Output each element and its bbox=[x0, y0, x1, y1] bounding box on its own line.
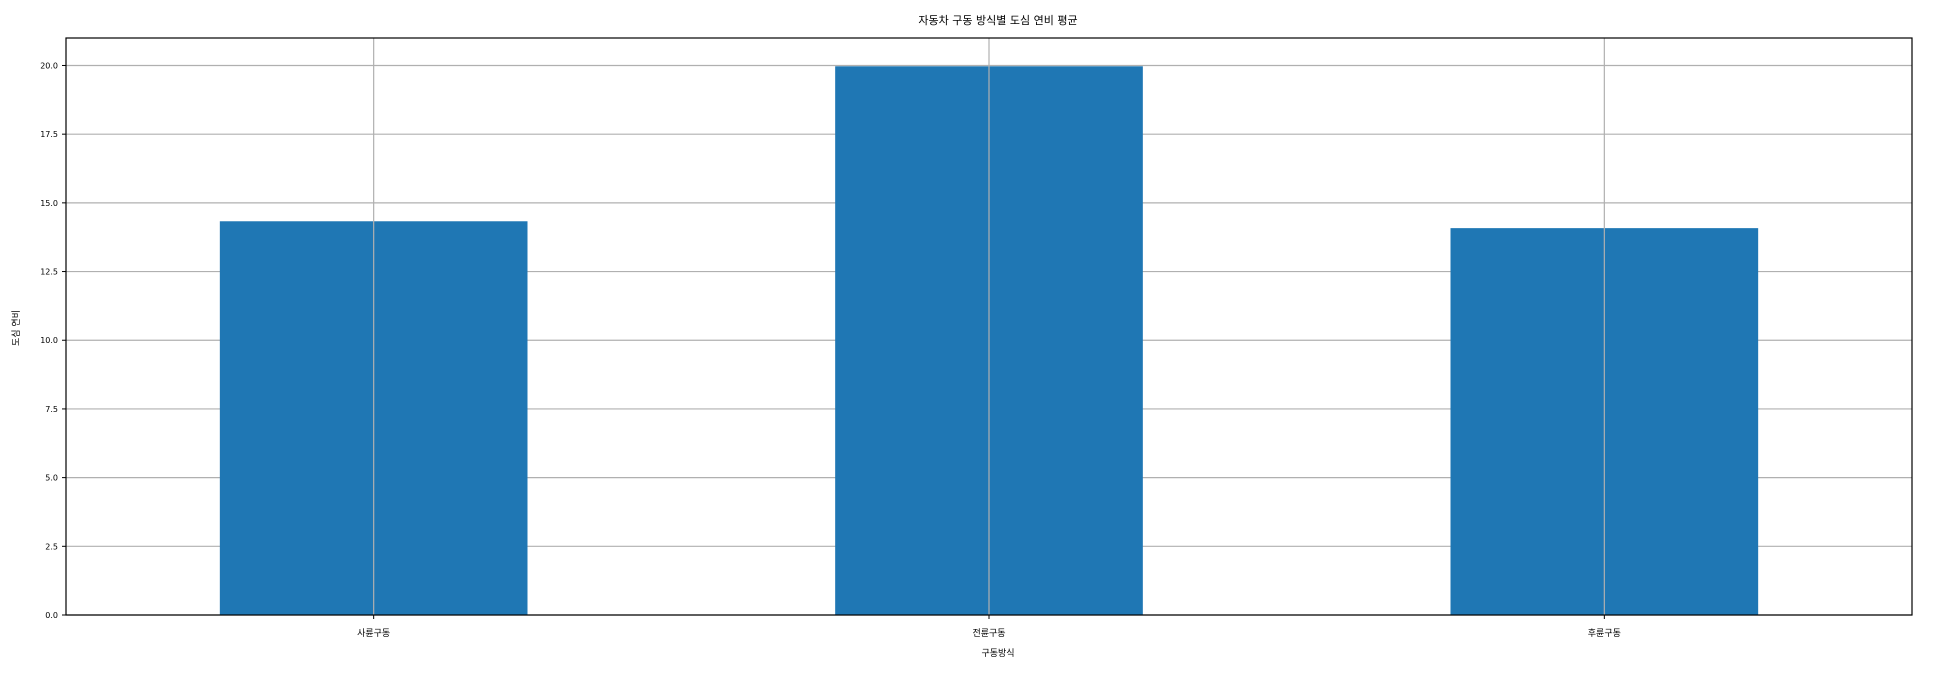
y-tick-label: 10.0 bbox=[40, 336, 58, 345]
x-tick-label: 전륜구동 bbox=[972, 628, 1005, 639]
y-tick-label: 17.5 bbox=[40, 130, 58, 139]
vertical-grid-layer bbox=[373, 38, 1605, 615]
y-ticks-layer: 0.0 2.5 5.0 7.5 10.0 12.5 15.0 17.5 20.0 bbox=[40, 61, 66, 620]
y-tick-label: 15.0 bbox=[40, 199, 58, 208]
y-tick-label: 7.5 bbox=[45, 405, 58, 414]
y-tick-label: 12.5 bbox=[40, 268, 58, 277]
y-axis-label: 도심 연비 bbox=[11, 310, 22, 346]
chart-title: 자동차 구동 방식별 도심 연비 평균 bbox=[918, 14, 1077, 27]
x-tick-label: 사륜구동 bbox=[357, 628, 390, 639]
y-tick-label: 5.0 bbox=[45, 474, 58, 483]
y-tick-label: 2.5 bbox=[45, 542, 58, 551]
x-tick-label: 후륜구동 bbox=[1588, 628, 1621, 639]
x-axis-label: 구동방식 bbox=[981, 648, 1014, 659]
y-tick-label: 20.0 bbox=[40, 61, 58, 70]
x-ticks-layer: 사륜구동 전륜구동 후륜구동 bbox=[357, 615, 1621, 639]
y-tick-label: 0.0 bbox=[45, 611, 58, 620]
